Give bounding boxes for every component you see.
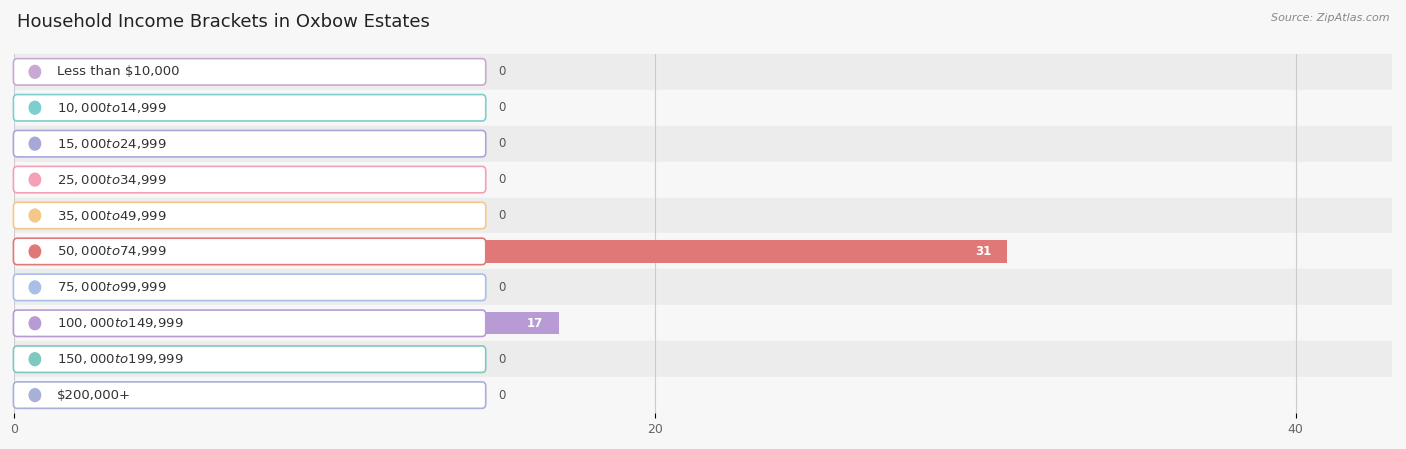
- Circle shape: [30, 173, 41, 186]
- FancyBboxPatch shape: [14, 202, 485, 229]
- FancyBboxPatch shape: [14, 346, 485, 372]
- Text: $150,000 to $199,999: $150,000 to $199,999: [58, 352, 184, 366]
- Bar: [14, 54, 1392, 90]
- Bar: [14, 233, 1392, 269]
- Text: $50,000 to $74,999: $50,000 to $74,999: [58, 244, 167, 259]
- FancyBboxPatch shape: [14, 131, 485, 157]
- Text: Household Income Brackets in Oxbow Estates: Household Income Brackets in Oxbow Estat…: [17, 13, 430, 31]
- Text: 0: 0: [498, 173, 505, 186]
- Text: 0: 0: [498, 101, 505, 114]
- Text: 0: 0: [498, 137, 505, 150]
- Text: $15,000 to $24,999: $15,000 to $24,999: [58, 136, 167, 151]
- Bar: [14, 198, 1392, 233]
- Circle shape: [30, 245, 41, 258]
- FancyBboxPatch shape: [14, 274, 485, 300]
- Circle shape: [30, 101, 41, 114]
- Circle shape: [30, 66, 41, 78]
- Circle shape: [30, 137, 41, 150]
- Bar: [14, 126, 1392, 162]
- Circle shape: [30, 317, 41, 330]
- FancyBboxPatch shape: [14, 167, 485, 193]
- Text: $100,000 to $149,999: $100,000 to $149,999: [58, 316, 184, 330]
- Text: 0: 0: [498, 66, 505, 78]
- Text: 0: 0: [498, 389, 505, 401]
- Circle shape: [30, 209, 41, 222]
- Bar: [14, 240, 1008, 263]
- Bar: [14, 90, 1392, 126]
- Bar: [14, 162, 1392, 198]
- FancyBboxPatch shape: [14, 95, 485, 121]
- Text: $10,000 to $14,999: $10,000 to $14,999: [58, 101, 167, 115]
- Text: $200,000+: $200,000+: [58, 389, 131, 401]
- Text: Less than $10,000: Less than $10,000: [58, 66, 180, 78]
- Text: 17: 17: [526, 317, 543, 330]
- Text: $25,000 to $34,999: $25,000 to $34,999: [58, 172, 167, 187]
- FancyBboxPatch shape: [14, 238, 485, 264]
- FancyBboxPatch shape: [14, 59, 485, 85]
- Circle shape: [30, 389, 41, 401]
- Bar: [14, 269, 1392, 305]
- Bar: [14, 377, 1392, 413]
- Bar: [14, 305, 1392, 341]
- Circle shape: [30, 281, 41, 294]
- Text: $75,000 to $99,999: $75,000 to $99,999: [58, 280, 167, 295]
- Text: Source: ZipAtlas.com: Source: ZipAtlas.com: [1271, 13, 1389, 23]
- Bar: [14, 312, 558, 335]
- Text: 0: 0: [498, 281, 505, 294]
- Text: 0: 0: [498, 209, 505, 222]
- FancyBboxPatch shape: [14, 310, 485, 336]
- FancyBboxPatch shape: [14, 382, 485, 408]
- Text: 31: 31: [976, 245, 991, 258]
- Text: $35,000 to $49,999: $35,000 to $49,999: [58, 208, 167, 223]
- Text: 0: 0: [498, 353, 505, 365]
- Bar: [14, 341, 1392, 377]
- Circle shape: [30, 353, 41, 365]
